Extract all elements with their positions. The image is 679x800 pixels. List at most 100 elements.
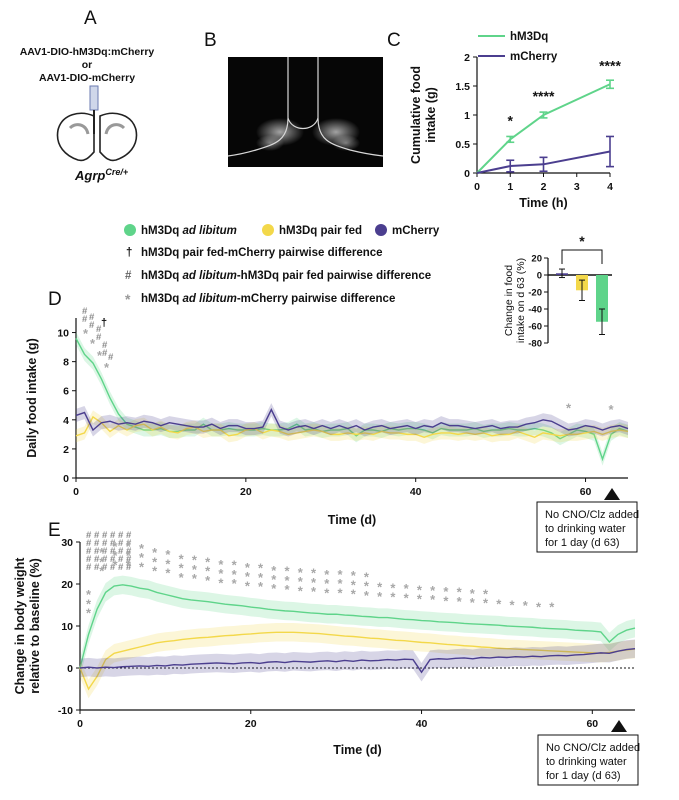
legend-hm3dq-pf: hM3Dq pair fed [279, 225, 362, 237]
e-gray-significance: * [364, 569, 370, 584]
inset-y-axis-title: Change in foodintake on d 63 (%) [503, 258, 527, 343]
e-gray-significance: * [245, 560, 251, 575]
e-hash-significance: # [86, 530, 92, 541]
e-gray-significance: * [86, 606, 92, 621]
e-hash-significance: # [86, 562, 92, 573]
e-gray-significance: * [496, 596, 502, 611]
panel-c-plot: 0 0.5 1 1.5 2 0 1 2 3 4 Time (h) Cumulative foodint… [409, 52, 621, 210]
e-gray-significance: * [245, 578, 251, 593]
c-x-axis-title: Time (h) [519, 196, 567, 210]
e-hash-significance: # [102, 538, 108, 549]
histology-image [228, 57, 383, 167]
e-gray-significance: * [179, 561, 185, 576]
e-gray-significance: * [298, 574, 304, 589]
d-hash-significance: # [102, 340, 108, 351]
c-x-tick-label: 2 [541, 181, 547, 193]
d-hash-significance: # [108, 352, 114, 363]
histology-outline-left [227, 57, 289, 157]
e-hash-significance: # [86, 546, 92, 557]
c-x-tick-label: 4 [607, 181, 613, 193]
e-gray-significance: * [311, 566, 317, 581]
c-x-tick-label: 0 [474, 181, 480, 193]
inset-y-tick-label: -80 [528, 339, 542, 350]
e-hash-significance: # [118, 562, 124, 573]
e-gray-significance: * [139, 541, 145, 556]
c-significance: **** [533, 88, 555, 104]
e-gray-significance: * [311, 584, 317, 599]
e-hash-significance: # [110, 538, 116, 549]
e-gray-significance: * [179, 551, 185, 566]
virus-label-hm3dq: AAV1-DIO-hM3Dq:mCherry [20, 46, 155, 58]
y-tick-label: 4 [63, 415, 69, 427]
e-gray-significance: * [298, 565, 304, 580]
e-gray-significance: * [258, 561, 264, 576]
c-significance: * [508, 112, 514, 128]
e-gray-significance: * [165, 556, 171, 571]
e-hash-significance: # [102, 546, 108, 557]
marker-e-day63 [611, 720, 627, 732]
y-tick-label: 20 [61, 579, 73, 591]
e-gray-significance: * [179, 570, 185, 585]
e-hash-significance: # [94, 546, 100, 557]
e-gray-significance: * [271, 581, 277, 596]
d-gray-significance: * [104, 360, 110, 375]
y-axis-title: Daily food intake (g) [25, 338, 39, 457]
genotype-label: AgrpCre/+ [74, 167, 129, 183]
e-gray-significance: * [430, 583, 436, 598]
x-axis-title: Time (d) [328, 513, 376, 527]
e-gray-significance: * [377, 589, 383, 604]
y-axis-title: Change in body weightrelative to baselin… [13, 557, 42, 695]
e-hash-significance: # [126, 554, 132, 565]
panel-d-note: No CNO/Clz added to drinking water for 1… [536, 488, 639, 553]
e-gray-significance: * [311, 575, 317, 590]
e-gray-significance: * [298, 583, 304, 598]
e-gray-significance: * [285, 573, 291, 588]
legend-hash-text: hM3Dq ad libitum-hM3Dq pair fed pairwise… [141, 270, 431, 282]
virus-label-or: or [82, 59, 93, 71]
e-gray-significance: * [470, 586, 476, 601]
e-hash-significance: # [86, 554, 92, 565]
inset-significance: * [579, 233, 585, 249]
note-d-line3: for 1 day (d 63) [545, 537, 620, 549]
d-gray-significance: * [608, 402, 614, 417]
e-gray-significance: * [324, 585, 330, 600]
e-gray-significance: * [205, 564, 211, 579]
d-hash-significance: # [89, 320, 95, 331]
e-hash-significance: # [110, 530, 116, 541]
legend-dagger-text: hM3Dq pair fed-mCherry pairwise differen… [141, 247, 383, 259]
e-hash-significance: # [102, 530, 108, 541]
series-line [75, 408, 629, 432]
x-tick-label: 0 [77, 718, 83, 730]
e-gray-significance: * [324, 576, 330, 591]
e-gray-significance: * [139, 550, 145, 565]
legend-dot-hm3dq-al [124, 224, 136, 236]
e-gray-significance: * [112, 548, 118, 563]
histology-signal [256, 118, 360, 151]
e-gray-significance: * [404, 581, 410, 596]
e-gray-significance: * [99, 545, 105, 560]
e-hash-significance: # [126, 562, 132, 573]
e-gray-significance: * [258, 570, 264, 585]
panel-a: A AAV1-DIO-hM3Dq:mCherry or AAV1-DIO-mCh… [20, 8, 155, 183]
series-line [75, 338, 629, 462]
marker-d-day63 [604, 488, 620, 500]
e-gray-significance: * [152, 564, 158, 579]
y-tick-label: 10 [61, 621, 73, 633]
e-gray-significance: * [285, 564, 291, 579]
note-d-line2: to drinking water [545, 523, 626, 535]
series-error-band [80, 575, 635, 678]
y-axis-title-line: Change in body weight [13, 557, 27, 695]
e-gray-significance: * [205, 573, 211, 588]
legend-star-text: hM3Dq ad libitum-mCherry pairwise differ… [141, 293, 395, 305]
y-tick-label: 0 [63, 473, 69, 485]
c-y-tick-label: 2 [464, 52, 470, 64]
e-gray-significance: * [324, 567, 330, 582]
y-tick-label: 30 [61, 537, 73, 549]
e-gray-significance: * [457, 594, 463, 609]
legend-dot-hm3dq-pf [262, 224, 274, 236]
e-gray-significance: * [337, 567, 343, 582]
x-tick-label: 40 [416, 718, 428, 730]
e-hash-significance: # [126, 546, 132, 557]
d-hash-significance: # [82, 306, 88, 317]
e-hash-significance: # [102, 562, 108, 573]
